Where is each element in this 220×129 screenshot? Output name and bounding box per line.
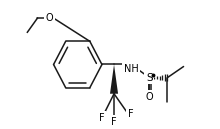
Text: S: S [146,73,153,83]
Text: O: O [145,92,153,102]
Polygon shape [110,64,118,94]
Text: F: F [128,109,134,119]
Text: F: F [99,113,105,123]
Text: O: O [46,13,53,23]
Text: NH: NH [124,64,139,75]
Text: F: F [111,117,117,127]
